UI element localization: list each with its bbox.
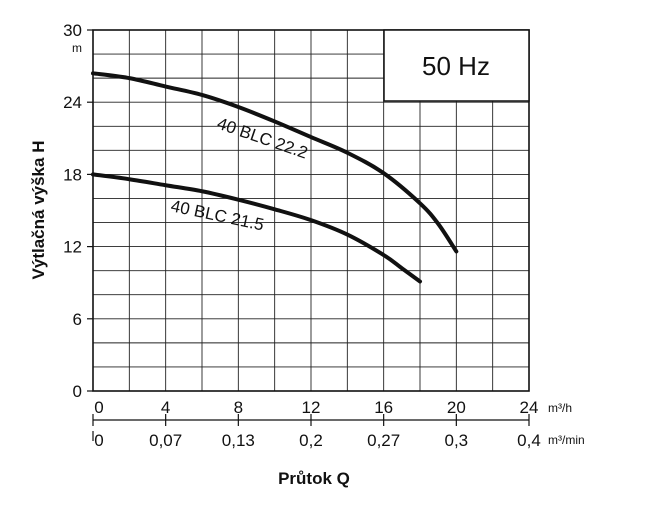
x-tick-label: 0: [94, 398, 103, 417]
series-label-22-2: 40 BLC 22.2: [215, 114, 311, 163]
series-curves: [91, 71, 459, 284]
x-axis-title: Průtok Q: [278, 469, 350, 488]
curve-series-1: [91, 172, 422, 284]
y-tick-label: 18: [63, 165, 82, 184]
y-tick-labels: 0 6 12 18 24 30: [63, 21, 82, 401]
x-tick-label: 4: [161, 398, 170, 417]
x2-tick-label: 0,07: [149, 431, 182, 450]
x2-tick-label: 0,4: [517, 431, 541, 450]
frequency-badge: 50 Hz: [422, 51, 490, 81]
x-tick-label: 20: [447, 398, 466, 417]
x-tick-label: 12: [302, 398, 321, 417]
plot-frame: [92, 29, 530, 392]
frequency-badge-box: [383, 29, 530, 102]
x-tick-label: 24: [520, 398, 539, 417]
y-axis-title: Výtlačná výška H: [29, 141, 48, 280]
y-tick-label: 12: [63, 238, 82, 257]
y-tick-label: 6: [73, 310, 82, 329]
y-tick-label: 24: [63, 93, 82, 112]
x2-tick-label: 0,27: [367, 431, 400, 450]
x-tick-labels: 0 4 8 12 16 20 24: [94, 398, 538, 417]
x-unit-label: m³/h: [548, 401, 572, 415]
x2-tick-label: 0,3: [445, 431, 469, 450]
x-tick-label: 8: [234, 398, 243, 417]
y-tick-label: 0: [73, 382, 82, 401]
x2-unit-label: m³/min: [548, 433, 585, 447]
curve-series-0: [91, 71, 459, 254]
y-unit-label: m: [72, 41, 82, 55]
x2-tick-label: 0,2: [299, 431, 323, 450]
grid: [93, 30, 529, 391]
x2-tick-label: 0,13: [222, 431, 255, 450]
x2-tick-labels: 0 0,07 0,13 0,2 0,27 0,3 0,4: [94, 431, 541, 450]
axes: [87, 29, 530, 441]
y-tick-label: 30: [63, 21, 82, 40]
x2-tick-label: 0: [94, 431, 103, 450]
x-tick-label: 16: [374, 398, 393, 417]
